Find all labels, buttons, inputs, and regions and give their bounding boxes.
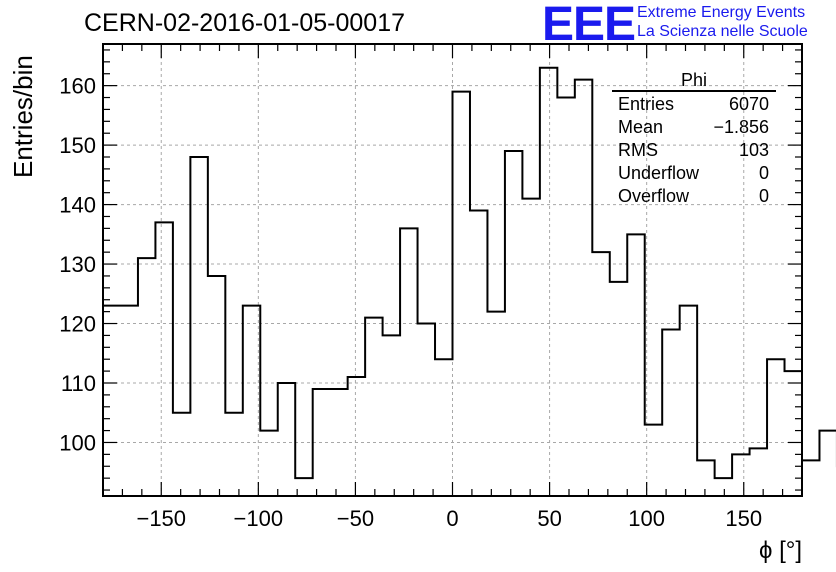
stats-label: Entries: [618, 94, 674, 114]
x-tick-label: 0: [446, 506, 458, 531]
x-tick-labels: −150 −100 −50 0 50 100 150: [136, 506, 762, 531]
stats-label: Mean: [618, 117, 663, 137]
x-tick-label: −100: [234, 506, 284, 531]
stats-value: 0: [759, 186, 769, 206]
x-tick-label: 100: [628, 506, 665, 531]
y-tick-label: 140: [59, 193, 96, 218]
stats-value: −1.856: [713, 117, 769, 137]
stats-label: Overflow: [618, 186, 690, 206]
x-axis-label: ϕ [°]: [759, 537, 802, 564]
run-title: CERN-02-2016-01-05-00017: [84, 9, 406, 37]
stats-label: RMS: [618, 140, 658, 160]
stats-value: 103: [739, 140, 769, 160]
stats-label: Underflow: [618, 163, 700, 183]
axis-ticks: [102, 44, 803, 496]
tagline-line-1: Extreme Energy Events: [637, 4, 806, 21]
y-axis-label: Entries/bin: [8, 55, 38, 178]
y-tick-label: 110: [61, 371, 96, 396]
x-tick-label: −50: [337, 506, 374, 531]
histogram-series: [103, 66, 836, 480]
stats-box-title: Phi: [681, 70, 707, 90]
stats-value: 0: [759, 163, 769, 183]
x-tick-label: 150: [725, 506, 762, 531]
y-tick-label: 150: [59, 133, 96, 158]
y-tick-label: 120: [59, 312, 96, 337]
y-tick-label: 130: [59, 252, 96, 277]
y-tick-labels: 100 110 120 130 140 150 160: [59, 74, 96, 456]
x-tick-label: 50: [537, 506, 561, 531]
tagline-line-2: La Scienza nelle Scuole: [637, 23, 808, 40]
y-tick-label: 100: [59, 430, 96, 455]
stats-box: Phi Entries 6070 Mean −1.856 RMS 103 Underflow…: [612, 70, 776, 206]
y-tick-label: 160: [59, 74, 96, 99]
x-tick-label: −150: [136, 506, 186, 531]
stats-value: 6070: [729, 94, 769, 114]
eee-logo: EEE: [542, 0, 636, 51]
logo-tagline: Extreme Energy Events La Scienza nelle S…: [637, 3, 808, 41]
